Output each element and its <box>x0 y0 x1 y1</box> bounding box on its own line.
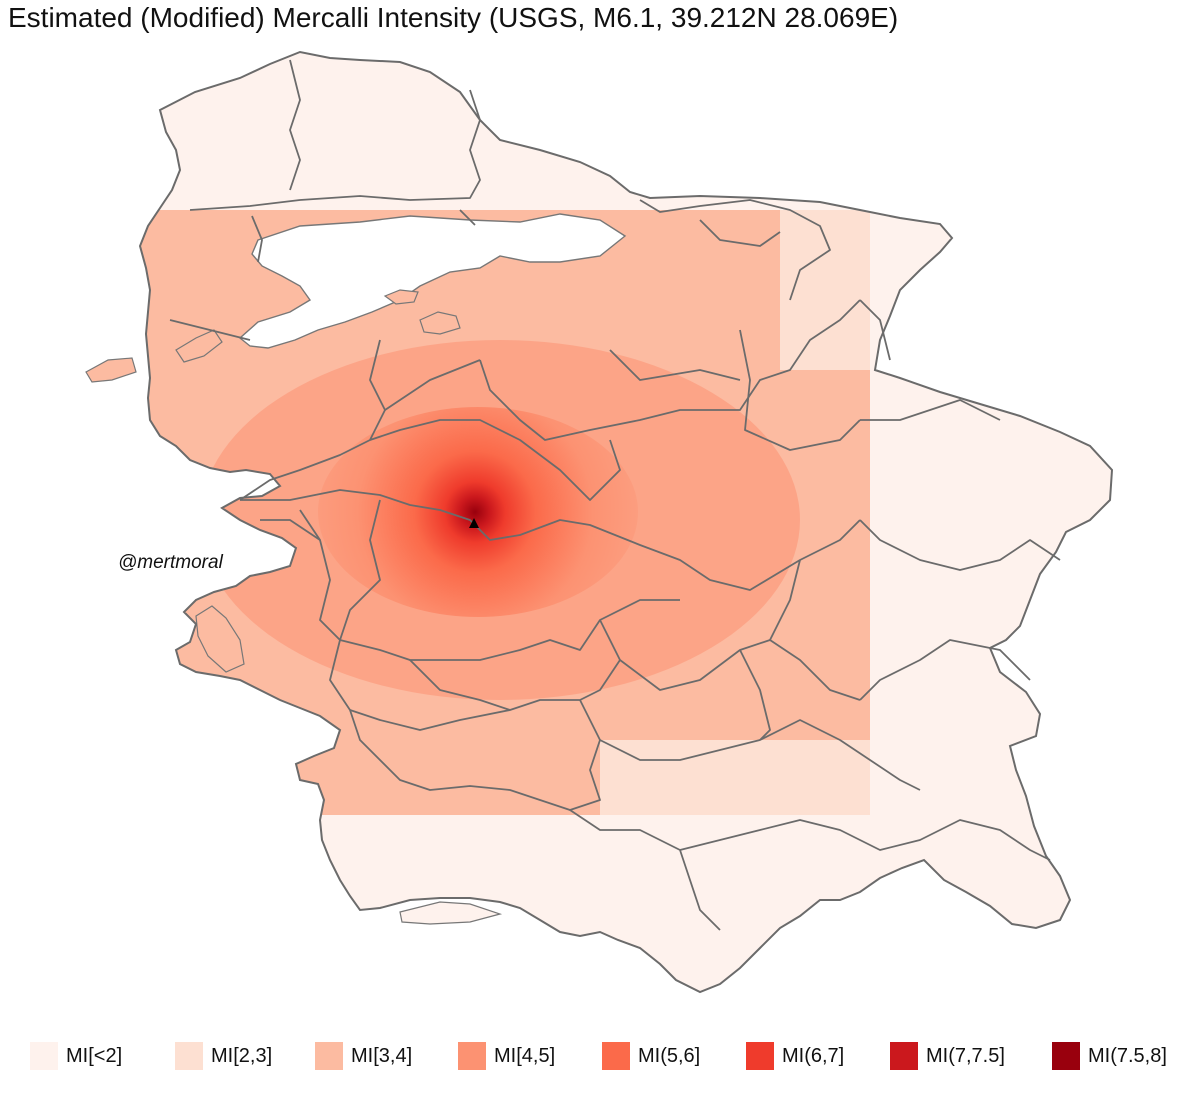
legend-label: MI[<2] <box>66 1044 123 1067</box>
legend-label: MI(6,7] <box>782 1044 845 1067</box>
legend-item: MI(7.5,8] <box>1052 1042 1167 1070</box>
island <box>85 357 137 383</box>
credit-handle: @mertmoral <box>118 552 223 573</box>
legend-label: MI[2,3] <box>211 1044 273 1067</box>
epicenter-marker <box>469 518 479 528</box>
legend-swatch <box>458 1042 486 1070</box>
legend-swatch <box>746 1042 774 1070</box>
intensity-zone-2-3-south <box>600 740 870 815</box>
island <box>399 901 503 925</box>
legend-swatch <box>30 1042 58 1070</box>
legend: MI[<2] MI[2,3] MI[3,4] MI[4,5] MI(5,6] MI(6,7… <box>30 1042 1190 1082</box>
island <box>419 311 461 335</box>
legend-swatch <box>602 1042 630 1070</box>
legend-label: MI(5,6] <box>638 1044 701 1067</box>
legend-swatch <box>175 1042 203 1070</box>
coastline <box>138 50 1114 994</box>
legend-label: MI[4,5] <box>494 1044 556 1067</box>
legend-item: MI(6,7] <box>746 1042 844 1070</box>
intensity-zone-5-6 <box>318 407 638 617</box>
intensity-layers <box>140 210 870 815</box>
legend-item: MI[3,4] <box>315 1042 412 1070</box>
legend-item: MI(5,6] <box>602 1042 700 1070</box>
island <box>175 329 223 363</box>
legend-label: MI(7.5,8] <box>1088 1044 1167 1067</box>
island <box>195 605 245 673</box>
legend-item: MI[2,3] <box>175 1042 272 1070</box>
legend-item: MI[4,5] <box>458 1042 555 1070</box>
legend-item: MI[<2] <box>30 1042 122 1070</box>
province-borders <box>169 59 1061 931</box>
legend-label: MI(7,7.5] <box>926 1044 1005 1067</box>
island <box>383 289 419 305</box>
legend-swatch <box>890 1042 918 1070</box>
map-title: Estimated (Modified) Mercalli Intensity … <box>8 2 899 33</box>
legend-swatch <box>315 1042 343 1070</box>
intensity-map <box>85 50 1114 994</box>
legend-label: MI[3,4] <box>351 1044 413 1067</box>
legend-swatch <box>1052 1042 1080 1070</box>
legend-item: MI(7,7.5] <box>890 1042 1005 1070</box>
